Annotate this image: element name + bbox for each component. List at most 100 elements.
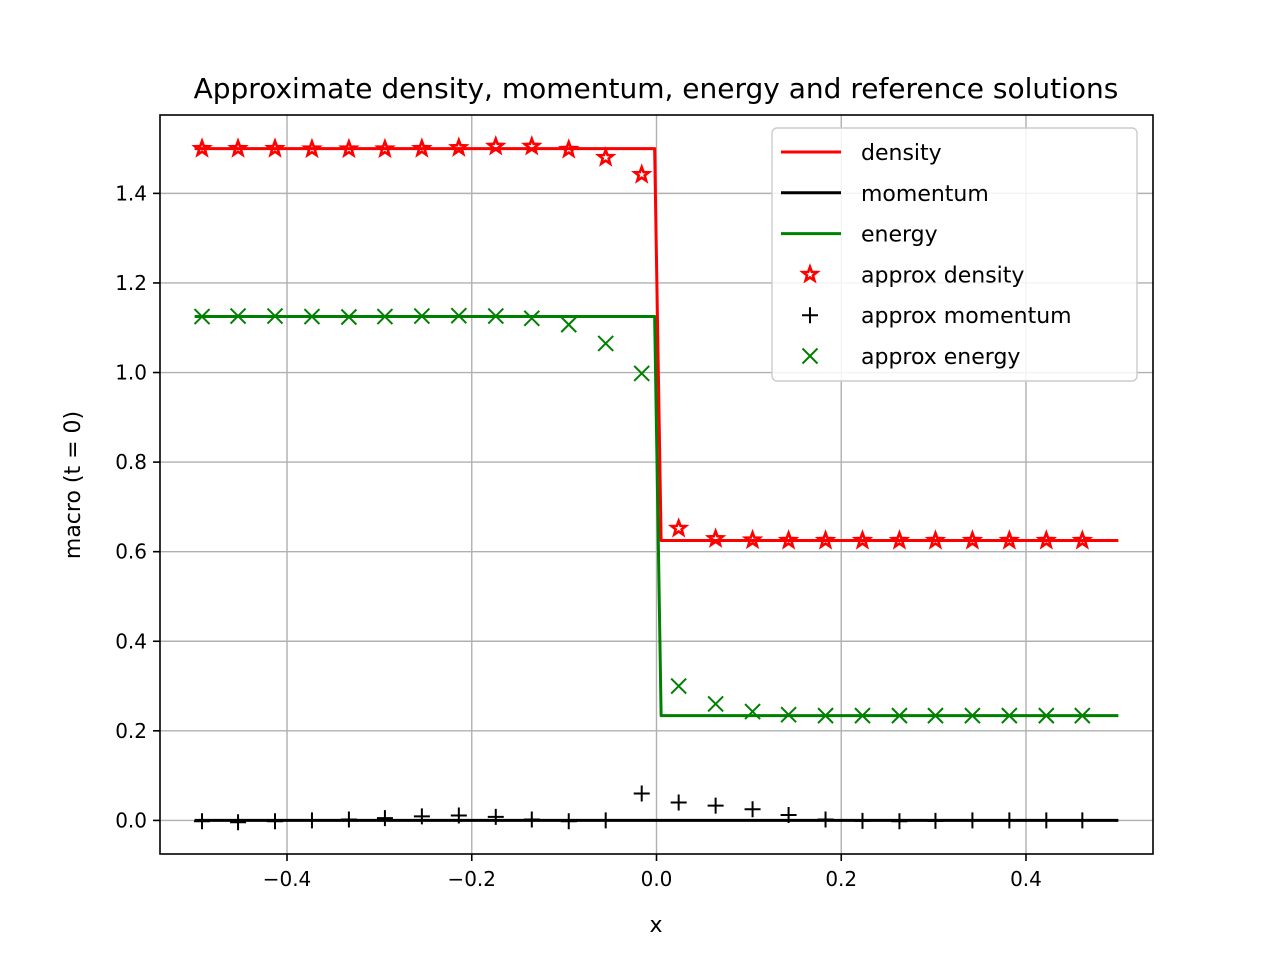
legend-marker-approx-energy	[801, 347, 819, 365]
marker-approx-momentum	[303, 812, 320, 829]
marker-approx-density	[374, 137, 396, 159]
marker-approx-energy	[376, 308, 394, 325]
marker-approx-density	[741, 528, 764, 550]
marker-approx-momentum	[744, 801, 761, 818]
marker-approx-energy	[744, 703, 761, 720]
x-tick-label: 0.0	[641, 867, 673, 891]
y-tick-label: 0.8	[115, 450, 147, 474]
marker-approx-energy	[707, 695, 724, 713]
marker-approx-momentum	[927, 812, 944, 829]
legend-box	[771, 127, 1138, 382]
marker-approx-momentum	[854, 812, 871, 829]
marker-approx-energy	[891, 707, 908, 724]
legend-label-approx-momentum: approx momentum	[861, 304, 1072, 329]
legend-marker-approx-momentum	[802, 307, 818, 324]
legend: density momentum energy approx density appro…	[771, 127, 1138, 382]
marker-approx-density	[851, 529, 874, 550]
marker-approx-density	[227, 137, 249, 158]
marker-approx-energy	[266, 307, 284, 325]
y-tick-label: 0.6	[115, 540, 147, 564]
marker-approx-energy	[229, 307, 247, 325]
marker-approx-momentum	[376, 810, 393, 827]
marker-approx-energy	[1074, 707, 1091, 724]
marker-approx-momentum	[523, 811, 540, 828]
marker-approx-energy	[670, 677, 687, 695]
marker-approx-momentum	[1074, 812, 1091, 829]
series-line-energy	[194, 315, 1119, 718]
marker-approx-momentum	[1038, 812, 1055, 829]
marker-approx-density	[888, 529, 911, 550]
marker-approx-energy	[413, 307, 431, 325]
marker-approx-energy	[927, 707, 944, 724]
marker-approx-momentum	[413, 808, 430, 825]
marker-approx-density	[814, 529, 837, 550]
marker-approx-density	[704, 527, 727, 548]
marker-approx-energy	[817, 707, 834, 724]
legend-label-energy: energy	[861, 223, 938, 248]
y-tick-label: 0.4	[115, 629, 147, 653]
marker-approx-momentum	[487, 808, 504, 825]
marker-approx-energy	[193, 308, 211, 325]
marker-approx-momentum	[707, 797, 724, 814]
marker-approx-momentum	[780, 807, 797, 824]
y-tick-label: 0.0	[115, 808, 147, 832]
x-tick-label: −0.2	[447, 867, 496, 891]
legend-label-density: density	[861, 141, 942, 166]
marker-approx-momentum	[597, 812, 614, 829]
marker-approx-energy	[340, 308, 358, 326]
x-tick-label: −0.4	[263, 867, 312, 891]
marker-approx-density	[557, 138, 580, 159]
legend-label-momentum: momentum	[861, 182, 989, 207]
marker-approx-density	[777, 529, 800, 550]
marker-approx-momentum	[1001, 812, 1018, 829]
x-tick-label: 0.4	[1010, 867, 1042, 891]
marker-approx-density	[411, 137, 433, 158]
marker-approx-density	[630, 163, 653, 184]
marker-approx-momentum	[891, 813, 908, 830]
marker-approx-density	[448, 136, 470, 157]
marker-approx-energy	[450, 307, 468, 324]
y-tick-label: 0.2	[115, 719, 147, 743]
marker-approx-momentum	[267, 813, 284, 830]
marker-approx-momentum	[450, 807, 467, 824]
marker-approx-energy	[633, 365, 650, 382]
marker-approx-energy	[560, 316, 577, 333]
marker-approx-density	[1071, 529, 1094, 550]
marker-approx-momentum	[230, 814, 247, 831]
marker-approx-momentum	[964, 812, 981, 829]
y-tick-label: 1.4	[115, 181, 147, 205]
marker-approx-energy	[964, 707, 981, 724]
marker-approx-energy	[487, 307, 504, 325]
marker-approx-momentum	[340, 811, 357, 828]
marker-approx-density	[338, 137, 360, 159]
chart-title: Approximate density, momentum, energy an…	[194, 72, 1119, 105]
x-tick-label: 0.2	[825, 867, 857, 891]
legend-label-approx-density: approx density	[861, 263, 1024, 288]
y-tick-label: 1.0	[115, 361, 147, 385]
marker-approx-density	[924, 529, 947, 550]
marker-approx-energy	[780, 706, 797, 723]
marker-approx-density	[1035, 529, 1058, 550]
marker-approx-density	[191, 137, 213, 158]
x-axis-label: x	[649, 913, 662, 938]
marker-approx-density	[521, 135, 543, 156]
series-markers	[191, 135, 1094, 831]
marker-approx-density	[667, 517, 690, 538]
marker-approx-energy	[1001, 707, 1018, 724]
marker-approx-density	[301, 137, 323, 159]
marker-approx-density	[264, 137, 286, 158]
marker-approx-momentum	[560, 813, 577, 830]
marker-approx-momentum	[817, 811, 834, 828]
y-axis-label: macro (t = 0)	[61, 411, 86, 559]
marker-approx-momentum	[194, 813, 211, 830]
marker-approx-momentum	[633, 785, 650, 802]
marker-approx-energy	[523, 310, 541, 327]
marker-approx-energy	[854, 707, 871, 724]
axis-ticks: −0.4 −0.2 0.0 0.2 0.4 0.0 0.2 0.4 0.6 0.8 1.0 1.2 1.…	[115, 181, 1042, 891]
marker-approx-density	[485, 135, 507, 156]
marker-approx-energy	[597, 335, 614, 352]
legend-label-approx-energy: approx energy	[861, 345, 1020, 370]
marker-approx-momentum	[670, 794, 687, 811]
marker-approx-density	[961, 529, 984, 550]
